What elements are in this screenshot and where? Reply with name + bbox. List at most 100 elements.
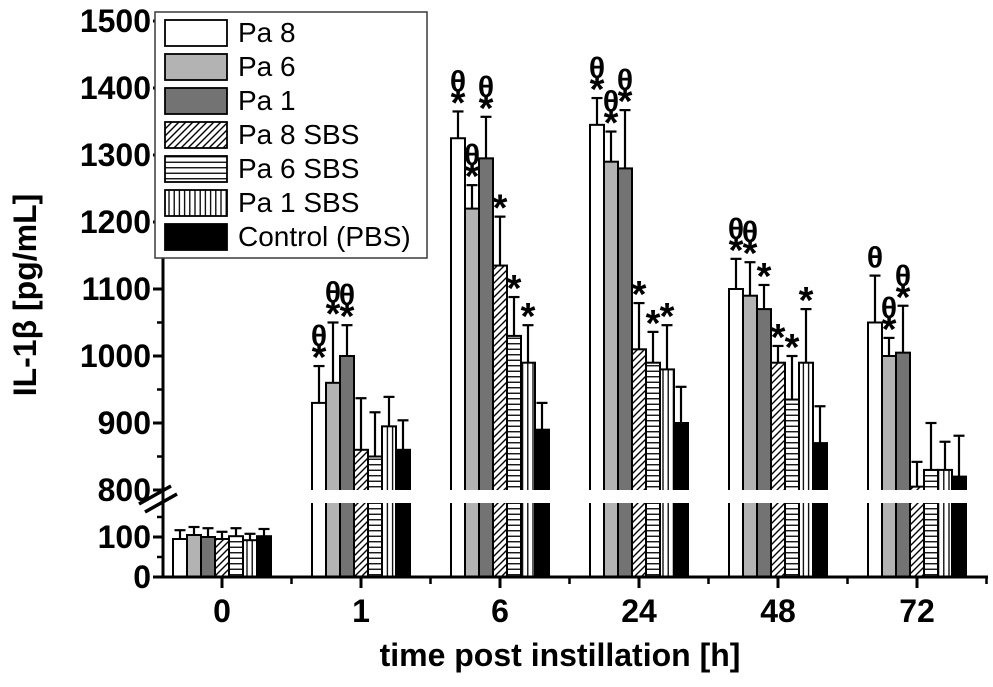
x-tick-label: 6	[491, 593, 509, 629]
bar-pa-8-1h	[311, 401, 327, 578]
theta-marker: θ	[339, 279, 355, 312]
star-marker: *	[312, 337, 327, 379]
legend-item-pa-1: Pa 1	[164, 85, 296, 116]
legend-label: Pa 6	[238, 51, 296, 82]
error-bar	[744, 261, 756, 296]
bar-control-pbs--1h	[395, 448, 411, 578]
y-tick-label: 900	[98, 405, 151, 441]
bar-pa-8-72h	[867, 321, 883, 578]
bar-pa-8-48h	[728, 288, 744, 578]
bar-pa-6-1h	[325, 381, 341, 578]
legend-item-control-pbs-: Control (PBS)	[164, 221, 411, 252]
x-tick-label: 1	[352, 593, 370, 629]
bar-pa-1-sbs-6h	[520, 361, 536, 579]
bar-pa-6-sbs-72h	[923, 468, 939, 578]
bar-group-0h	[172, 525, 272, 579]
x-tick-label: 24	[621, 593, 657, 629]
y-tick-label: 1200	[80, 204, 151, 240]
bar-control-pbs--48h	[812, 442, 828, 578]
bar-pa-1-48h	[756, 308, 772, 578]
error-bar	[772, 344, 784, 363]
theta-marker: θ	[867, 242, 883, 275]
bar-pa-1-0h	[200, 536, 216, 578]
legend-swatch	[164, 121, 228, 149]
star-marker: *	[618, 81, 633, 123]
star-marker: *	[660, 296, 675, 338]
bar-pa-6-72h	[881, 355, 897, 578]
y-tick-label: 1000	[80, 338, 151, 374]
error-bar	[536, 401, 548, 430]
star-marker: *	[590, 69, 605, 111]
bar-pa-6-24h	[603, 160, 619, 578]
star-marker: *	[757, 256, 772, 298]
error-bar	[619, 109, 631, 169]
bar-group-6h	[450, 110, 550, 579]
star-marker: *	[743, 233, 758, 275]
y-tick-label: 1400	[80, 70, 151, 106]
error-bar	[925, 421, 937, 470]
error-bar	[258, 527, 270, 537]
error-bar	[661, 324, 673, 370]
star-marker: *	[326, 294, 341, 336]
y-axis-title: IL-1β [pg/mL]	[7, 194, 43, 397]
error-bar	[313, 364, 325, 403]
error-bar	[327, 321, 339, 383]
error-bar	[355, 397, 367, 450]
legend-label: Pa 1	[238, 85, 296, 116]
x-axis-ticks: 0 1 6 24 48 72	[213, 577, 988, 629]
bar-pa-8-6h	[450, 137, 466, 578]
theta-marker: θ	[478, 71, 494, 104]
y-tick-label: 1300	[80, 137, 151, 173]
error-bar	[202, 527, 214, 537]
error-bar	[188, 525, 200, 535]
bar-pa-1-1h	[339, 355, 355, 578]
error-bar	[730, 257, 742, 289]
x-axis-title: time post instillation [h]	[380, 637, 741, 673]
y-tick-label: 0	[133, 559, 151, 595]
star-marker: *	[604, 103, 619, 145]
legend-item-pa-8: Pa 8	[164, 17, 296, 48]
error-bar	[591, 96, 603, 125]
error-bar	[953, 434, 965, 477]
star-marker: *	[493, 188, 508, 230]
legend-item-pa-8-sbs: Pa 8 SBS	[164, 119, 359, 150]
bar-pa-6-sbs-48h	[784, 398, 800, 578]
theta-marker: θ	[464, 139, 480, 172]
theta-marker: θ	[728, 213, 744, 246]
error-bar	[369, 411, 381, 457]
error-bar	[174, 529, 186, 539]
error-bar	[397, 419, 409, 450]
error-bar	[758, 283, 770, 310]
bar-pa-6-sbs-6h	[506, 334, 522, 578]
bar-pa-1-72h	[895, 351, 911, 578]
star-marker: *	[507, 268, 522, 310]
bar-pa-1-sbs-72h	[937, 468, 953, 578]
x-tick-label: 0	[213, 593, 231, 629]
bar-pa-8-sbs-48h	[770, 361, 786, 579]
legend-swatch	[164, 19, 228, 47]
error-bar	[939, 440, 951, 470]
star-marker: *	[799, 280, 814, 322]
error-bar	[216, 530, 228, 539]
error-bar	[897, 304, 909, 353]
theta-marker: θ	[881, 292, 897, 325]
bar-pa-6-sbs-0h	[228, 535, 244, 579]
theta-marker: θ	[325, 277, 341, 310]
significance-annotations: *θ*θ*θ*θ*θ*θ****θ*θ*θ** **θ*θ** **θ*θ*θ	[311, 52, 911, 379]
bar-pa-6-48h	[742, 294, 758, 578]
legend-swatch	[164, 155, 228, 183]
theta-marker: θ	[589, 52, 605, 85]
x-tick-label: 48	[760, 593, 796, 629]
error-bar	[786, 354, 798, 400]
error-bar	[522, 324, 534, 363]
theta-marker: θ	[895, 260, 911, 293]
theta-marker: θ	[450, 65, 466, 98]
x-tick-label: 72	[899, 593, 935, 629]
star-marker: *	[465, 156, 480, 198]
legend-item-pa-6: Pa 6	[164, 51, 296, 82]
axis-break-slash	[144, 492, 178, 514]
error-bar	[633, 301, 645, 350]
bar-pa-1-sbs-0h	[242, 539, 258, 579]
